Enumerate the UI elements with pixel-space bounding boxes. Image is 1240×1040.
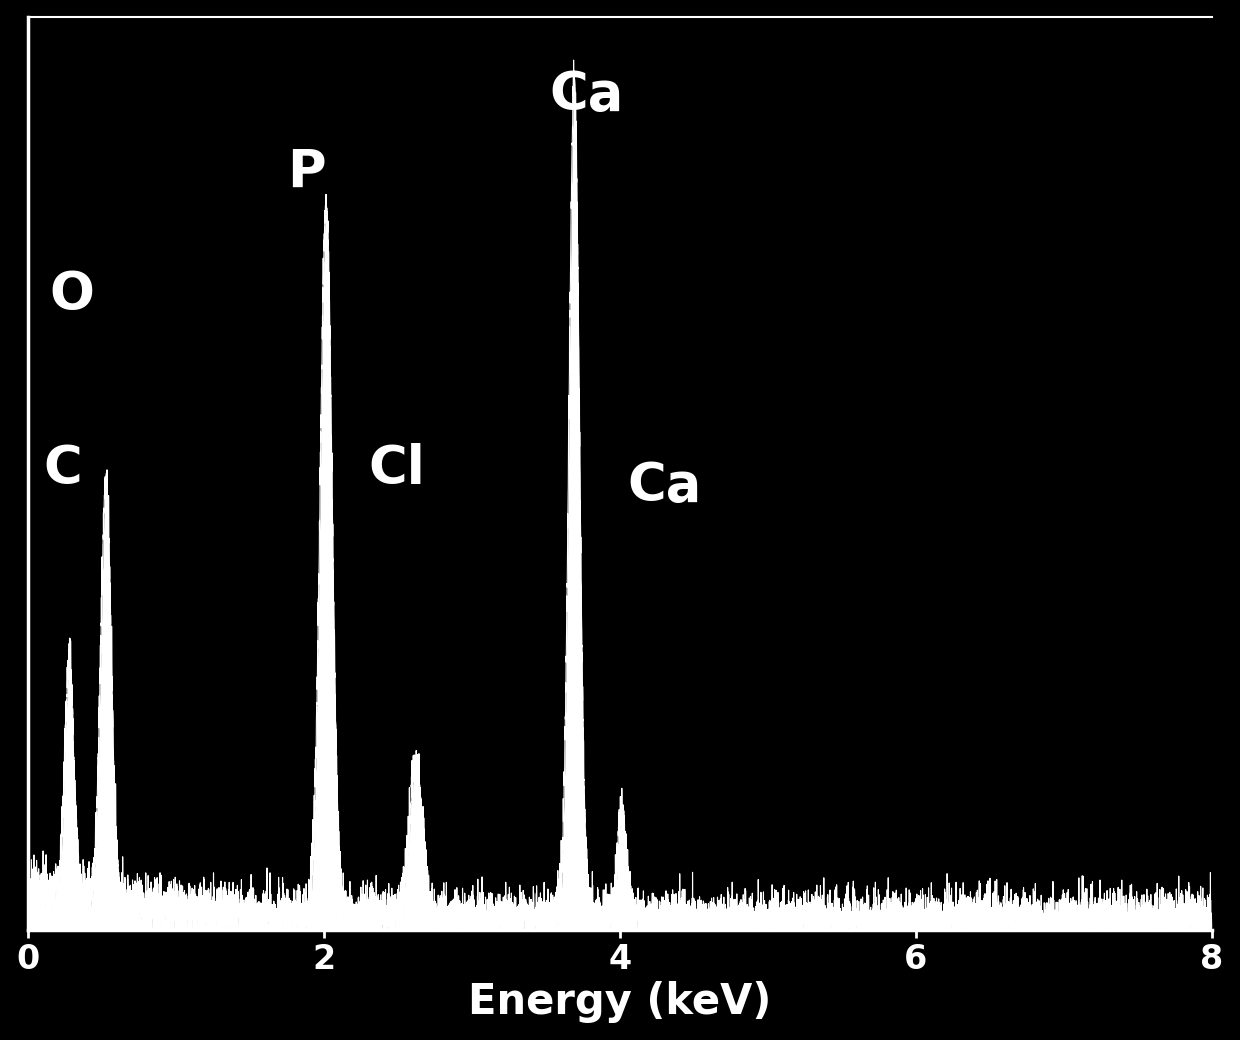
- Text: Ca: Ca: [627, 461, 702, 513]
- Text: Cl: Cl: [368, 443, 425, 495]
- Text: C: C: [43, 443, 82, 495]
- Text: Ca: Ca: [549, 69, 624, 121]
- Text: O: O: [50, 269, 94, 321]
- X-axis label: Energy (keV): Energy (keV): [469, 982, 771, 1023]
- Text: P: P: [288, 148, 326, 200]
